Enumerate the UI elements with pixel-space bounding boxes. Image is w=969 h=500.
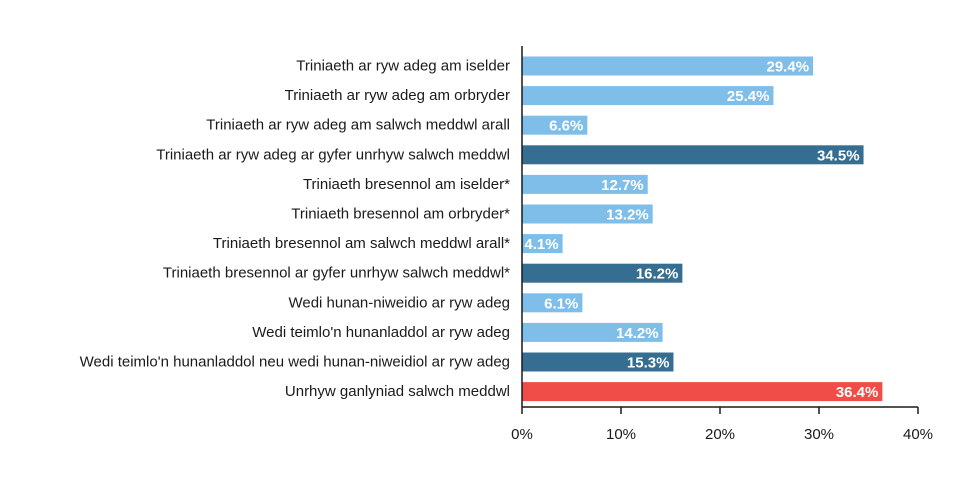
x-tick-label: 30% (804, 426, 834, 443)
value-label: 15.3% (627, 355, 670, 372)
bar (522, 382, 883, 402)
bar (522, 86, 774, 106)
value-label: 14.2% (616, 325, 659, 342)
category-label: Triniaeth bresennol ar gyfer unrhyw salw… (163, 265, 510, 282)
value-label: 6.6% (549, 118, 583, 135)
bar (522, 352, 674, 372)
category-label: Wedi hunan-niweidio ar ryw adeg (288, 294, 510, 311)
bars (522, 56, 883, 402)
value-label: 12.7% (601, 177, 644, 194)
category-label: Wedi teimlo'n hunanladdol neu wedi hunan… (80, 354, 510, 371)
bar (522, 56, 814, 76)
x-tick-label: 0% (511, 426, 533, 443)
category-labels: Triniaeth ar ryw adeg am iselder Triniaet… (80, 58, 511, 401)
value-label: 29.4% (767, 59, 810, 76)
x-tick-label: 40% (903, 426, 933, 443)
bar (522, 322, 663, 342)
x-tick-label: 10% (606, 426, 636, 443)
bar (522, 115, 588, 135)
value-label: 16.2% (636, 266, 679, 283)
category-label: Unrhyw ganlyniad salwch meddwl (285, 383, 510, 400)
category-label: Wedi teimlo'n hunanladdol ar ryw adeg (252, 324, 510, 341)
bar (522, 145, 864, 165)
category-label: Triniaeth bresennol am salwch meddwl ara… (213, 235, 510, 252)
value-label: 13.2% (606, 207, 649, 224)
x-tick-label: 20% (705, 426, 735, 443)
category-label: Triniaeth ar ryw adeg am orbryder (285, 87, 510, 104)
bar (522, 263, 683, 283)
category-label: Triniaeth ar ryw adeg am iselder (296, 58, 510, 75)
value-label: 25.4% (727, 88, 770, 105)
bar (522, 293, 583, 313)
value-label: 6.1% (544, 295, 578, 312)
category-label: Triniaeth bresennol am orbryder* (291, 206, 510, 223)
bar (522, 204, 653, 224)
value-labels: 29.4% 25.4% 6.6% 34.5% 12.7% 13.2% 4.1% 16.2% 6.… (524, 59, 878, 402)
category-label: Triniaeth ar ryw adeg ar gyfer unrhyw sa… (156, 146, 510, 163)
value-label: 4.1% (524, 236, 558, 253)
x-axis-ticks: 0% 10% 20% 30% 40% (511, 407, 933, 443)
bar (522, 174, 648, 194)
bar (522, 234, 563, 254)
value-label: 34.5% (817, 147, 860, 164)
category-label: Triniaeth bresennol am iselder* (303, 176, 510, 193)
category-label: Triniaeth ar ryw adeg am salwch meddwl a… (206, 117, 510, 134)
value-label: 36.4% (836, 384, 879, 401)
